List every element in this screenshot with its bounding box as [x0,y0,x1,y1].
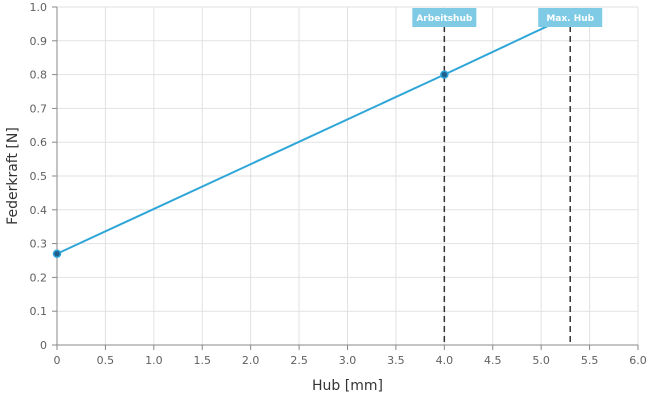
y-tick-label: 0.4 [30,204,48,217]
x-tick-label: 4.0 [436,354,454,367]
marker-label: Arbeitshub [416,14,473,24]
axes [52,6,639,350]
y-tick-label: 0.3 [30,238,48,251]
marker-lines [443,26,571,345]
y-tick-label: 0.5 [30,170,48,183]
y-tick-label: 0.2 [30,271,48,284]
y-tick-label: 0.8 [30,69,48,82]
y-tick-labels: 0 0.1 0.2 0.3 0.4 0.5 0.6 0.7 0.8 0.9 1.0 [30,1,48,352]
y-tick-label: 0.7 [30,102,48,115]
x-tick-label: 4.5 [484,354,502,367]
data-point [440,70,449,79]
y-tick-label: 0.6 [30,136,48,149]
y-tick-label: 0.1 [30,305,48,318]
x-tick-label: 5.5 [581,354,599,367]
y-tick-label: 0 [40,339,47,352]
x-axis-title: Hub [mm] [312,378,383,394]
y-axis-title: Federkraft [N] [5,127,21,225]
x-tick-label: 6.0 [629,354,647,367]
x-tick-label: 3.0 [339,354,357,367]
marker-labels: Arbeitshub Max. Hub [412,8,603,27]
x-tick-label: 2.5 [290,354,308,367]
x-tick-label: 1.5 [194,354,212,367]
y-tick-label: 0.9 [30,35,48,48]
x-tick-label: 0 [54,354,61,367]
x-tick-label: 2.0 [242,354,260,367]
series [52,11,575,258]
x-tick-label: 5.0 [532,354,550,367]
marker-label-box [412,8,477,27]
x-tick-label: 3.5 [387,354,405,367]
marker-label: Max. Hub [546,14,594,24]
x-tick-label: 0.5 [97,354,115,367]
grid [56,6,639,346]
x-tick-label: 1.0 [145,354,163,367]
data-point [52,249,62,258]
x-tick-labels: 0 0.5 1.0 1.5 2.0 2.5 3.0 3.5 4.0 4.5 5.0 5.5 6.0 [54,354,647,367]
y-tick-label: 1.0 [30,1,48,14]
marker-label-box [538,8,603,27]
